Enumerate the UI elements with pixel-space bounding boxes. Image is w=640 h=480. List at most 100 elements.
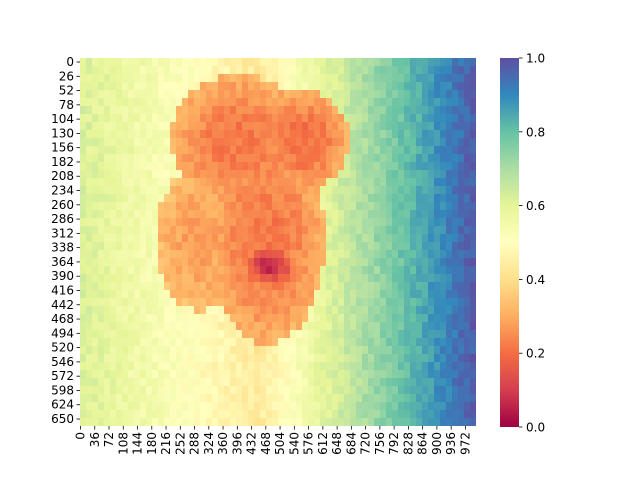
heatmap-cell	[104, 306, 111, 315]
heatmap-cell	[152, 162, 159, 171]
heatmap-cell	[356, 274, 363, 283]
heatmap-cell	[224, 298, 231, 307]
heatmap-cell	[320, 242, 327, 251]
heatmap-cell	[158, 162, 165, 171]
heatmap-cell	[194, 218, 201, 227]
heatmap-cell	[80, 210, 87, 219]
heatmap-cell	[368, 82, 375, 91]
heatmap-cell	[152, 114, 159, 123]
heatmap-cell	[236, 410, 243, 419]
heatmap-cell	[320, 234, 327, 243]
heatmap-cell	[416, 170, 423, 179]
heatmap-cell	[392, 378, 399, 387]
heatmap-cell	[176, 362, 183, 371]
heatmap-cell	[206, 218, 213, 227]
heatmap-cell	[116, 322, 123, 331]
heatmap-cell	[332, 170, 339, 179]
heatmap-cell	[140, 234, 147, 243]
heatmap-cell	[242, 410, 249, 419]
heatmap-cell	[170, 66, 177, 75]
heatmap-cell	[464, 290, 471, 299]
heatmap-cell	[470, 66, 476, 75]
heatmap-cell	[122, 98, 129, 107]
heatmap-cell	[452, 138, 459, 147]
colorbar-ticks: 0.00.20.40.60.81.0	[519, 52, 545, 435]
heatmap-cell	[176, 234, 183, 243]
heatmap-cell	[314, 250, 321, 259]
heatmap-cell	[326, 354, 333, 363]
heatmap-cell	[206, 98, 213, 107]
heatmap-cell	[350, 122, 357, 131]
heatmap-cell	[272, 306, 279, 315]
heatmap-cell	[116, 122, 123, 131]
heatmap-cell	[200, 146, 207, 155]
heatmap-cell	[458, 402, 465, 411]
heatmap-cell	[470, 314, 476, 323]
heatmap-cell	[284, 250, 291, 259]
heatmap-cell	[122, 282, 129, 291]
heatmap-cell	[272, 66, 279, 75]
heatmap-cell	[296, 154, 303, 163]
heatmap-cell	[86, 386, 93, 395]
heatmap-cell	[314, 66, 321, 75]
heatmap-cell	[392, 410, 399, 419]
heatmap-cell	[290, 410, 297, 419]
heatmap-cell	[176, 74, 183, 83]
heatmap-cell	[272, 314, 279, 323]
heatmap-cell	[80, 346, 87, 355]
heatmap-cell	[452, 58, 459, 67]
heatmap-cell	[416, 250, 423, 259]
heatmap-cell	[92, 74, 99, 83]
heatmap-cell	[332, 322, 339, 331]
heatmap-cell	[440, 266, 447, 275]
heatmap-cell	[374, 146, 381, 155]
heatmap-cell	[140, 370, 147, 379]
heatmap-cell	[374, 274, 381, 283]
heatmap-cell	[290, 266, 297, 275]
heatmap-cell	[470, 210, 476, 219]
heatmap-cell	[188, 354, 195, 363]
heatmap-cell	[410, 418, 417, 426]
heatmap-cell	[146, 82, 153, 91]
heatmap-cell	[266, 218, 273, 227]
heatmap-cell	[146, 306, 153, 315]
heatmap-cell	[350, 354, 357, 363]
heatmap-cell	[422, 210, 429, 219]
heatmap-cell	[434, 130, 441, 139]
colorbar: 0.00.20.40.60.81.0	[500, 52, 545, 435]
heatmap-cell	[86, 194, 93, 203]
heatmap-cell	[152, 346, 159, 355]
heatmap-cell	[362, 394, 369, 403]
heatmap-cell	[218, 306, 225, 315]
heatmap-cell	[416, 266, 423, 275]
heatmap-cell	[104, 378, 111, 387]
heatmap-cell	[350, 410, 357, 419]
heatmap-cell	[116, 242, 123, 251]
heatmap-cell	[110, 178, 117, 187]
heatmap-cell	[350, 394, 357, 403]
heatmap-cell	[80, 410, 87, 419]
heatmap-cell	[272, 138, 279, 147]
heatmap-cell	[212, 74, 219, 83]
heatmap-cell	[164, 82, 171, 91]
heatmap-cell	[470, 122, 476, 131]
heatmap-cell	[242, 258, 249, 267]
heatmap-cell	[374, 234, 381, 243]
heatmap-cell	[314, 170, 321, 179]
heatmap-cell	[284, 402, 291, 411]
heatmap-cell	[422, 258, 429, 267]
heatmap-cell	[284, 162, 291, 171]
heatmap-cell	[254, 154, 261, 163]
heatmap-cell	[302, 138, 309, 147]
heatmap-cell	[98, 386, 105, 395]
heatmap-cell	[452, 378, 459, 387]
heatmap-cell	[206, 274, 213, 283]
heatmap-cell	[170, 322, 177, 331]
heatmap-cell	[434, 266, 441, 275]
x-tick-label: 936	[444, 432, 458, 455]
heatmap-cell	[464, 322, 471, 331]
heatmap-cell	[122, 322, 129, 331]
y-tick-label: 416	[51, 283, 74, 297]
heatmap-cell	[224, 194, 231, 203]
heatmap-cell	[164, 298, 171, 307]
